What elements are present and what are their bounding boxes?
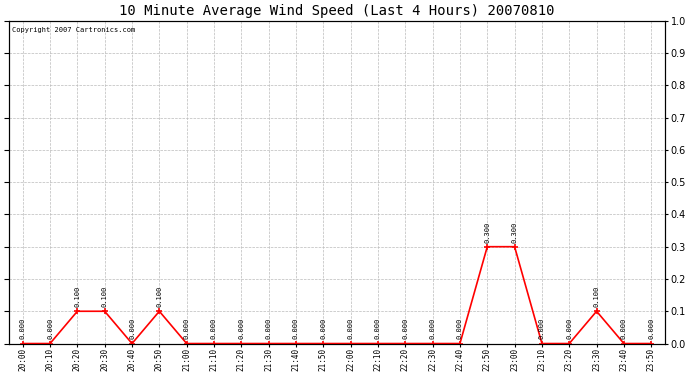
Text: 0.000: 0.000 bbox=[47, 318, 53, 339]
Text: 0.000: 0.000 bbox=[430, 318, 435, 339]
Text: 0.000: 0.000 bbox=[320, 318, 326, 339]
Text: 0.000: 0.000 bbox=[648, 318, 654, 339]
Text: 0.000: 0.000 bbox=[539, 318, 545, 339]
Text: 0.300: 0.300 bbox=[484, 221, 491, 243]
Text: 0.000: 0.000 bbox=[348, 318, 354, 339]
Text: 0.000: 0.000 bbox=[266, 318, 272, 339]
Text: 0.100: 0.100 bbox=[75, 286, 80, 307]
Text: 0.000: 0.000 bbox=[457, 318, 463, 339]
Text: 0.000: 0.000 bbox=[20, 318, 26, 339]
Text: 0.300: 0.300 bbox=[511, 221, 518, 243]
Text: 0.000: 0.000 bbox=[211, 318, 217, 339]
Text: 0.000: 0.000 bbox=[238, 318, 244, 339]
Text: 0.100: 0.100 bbox=[593, 286, 600, 307]
Text: Copyright 2007 Cartronics.com: Copyright 2007 Cartronics.com bbox=[12, 27, 135, 33]
Text: 0.000: 0.000 bbox=[129, 318, 135, 339]
Title: 10 Minute Average Wind Speed (Last 4 Hours) 20070810: 10 Minute Average Wind Speed (Last 4 Hou… bbox=[119, 4, 555, 18]
Text: 0.000: 0.000 bbox=[375, 318, 381, 339]
Text: 0.000: 0.000 bbox=[621, 318, 627, 339]
Text: 0.100: 0.100 bbox=[157, 286, 162, 307]
Text: 0.000: 0.000 bbox=[184, 318, 190, 339]
Text: 0.000: 0.000 bbox=[293, 318, 299, 339]
Text: 0.000: 0.000 bbox=[402, 318, 408, 339]
Text: 0.000: 0.000 bbox=[566, 318, 572, 339]
Text: 0.100: 0.100 bbox=[101, 286, 108, 307]
